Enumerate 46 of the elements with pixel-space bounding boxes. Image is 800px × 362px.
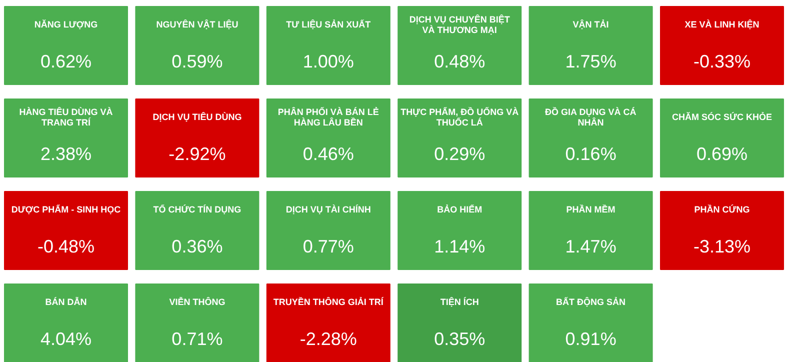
- category-label: NĂNG LƯỢNG: [34, 20, 98, 30]
- category-label: DỊCH VỤ TÀI CHÍNH: [286, 204, 371, 214]
- data-label: 0.62%: [40, 52, 92, 72]
- data-label: 2.38%: [40, 144, 92, 164]
- category-label: VẬN TẢI: [572, 18, 609, 30]
- category-label: BÁN DẪN: [45, 296, 87, 307]
- data-label: -2.28%: [300, 329, 357, 349]
- category-label: DƯỢC PHẨM - SINH HỌC: [11, 204, 122, 214]
- data-label: 0.71%: [172, 329, 223, 349]
- category-label: TIỆN ÍCH: [440, 296, 479, 307]
- category-label: PHẦN MỀM: [566, 204, 616, 214]
- data-label: 4.04%: [40, 329, 92, 349]
- category-label: TƯ LIỆU SẢN XUẤT: [286, 18, 372, 30]
- data-label: 0.69%: [696, 144, 748, 164]
- data-label: 0.77%: [302, 236, 354, 256]
- category-label: ĐỒ GIA DỤNG VÀ CÁ NHÂN: [545, 106, 637, 128]
- category-label: TỔ CHỨC TÍN DỤNG: [153, 204, 242, 214]
- category-label: THỰC PHẨM, ĐỒ UỐNG VÀ THUỐC LÁ: [400, 106, 520, 128]
- data-label: 0.35%: [434, 329, 486, 349]
- category-label: TRUYỀN THÔNG GIẢI TRÍ: [273, 296, 384, 307]
- data-label: 0.91%: [565, 329, 616, 349]
- category-label: PHÂN PHỐI VÀ BÁN LẺ HÀNG LÂU BỀN: [278, 106, 379, 128]
- data-label: 0.36%: [172, 236, 223, 256]
- data-label: 1.75%: [565, 52, 616, 72]
- data-label: 0.46%: [302, 144, 354, 164]
- data-label: -2.92%: [168, 144, 226, 164]
- data-label: 0.59%: [172, 52, 223, 72]
- category-label: CHĂM SÓC SỨC KHỎE: [672, 111, 772, 122]
- category-label: PHẦN CỨNG: [694, 204, 750, 214]
- data-label: 0.16%: [565, 144, 616, 164]
- category-label: BẤT ĐỘNG SẢN: [556, 296, 626, 307]
- data-label: -0.48%: [37, 236, 95, 256]
- data-label: 0.29%: [434, 144, 486, 164]
- data-label: 1.00%: [302, 52, 354, 72]
- category-label: NGUYÊN VẬT LIỆU: [156, 18, 238, 30]
- category-label: HÀNG TIÊU DÙNG VÀ TRANG TRÍ: [19, 106, 114, 128]
- data-label: 0.48%: [434, 52, 486, 72]
- category-label: DỊCH VỤ CHUYÊN BIỆT VÀ THƯƠNG MẠI: [409, 13, 510, 35]
- data-label: -0.33%: [693, 52, 751, 72]
- category-label: VIỄN THÔNG: [169, 296, 226, 307]
- category-label: XE VÀ LINH KIỆN: [684, 18, 760, 30]
- data-label: -3.13%: [693, 236, 751, 256]
- data-label: 1.47%: [565, 236, 616, 256]
- category-label: BẢO HIỂM: [437, 204, 482, 214]
- data-label: 1.14%: [434, 236, 486, 256]
- category-label: DỊCH VỤ TIÊU DÙNG: [152, 111, 242, 122]
